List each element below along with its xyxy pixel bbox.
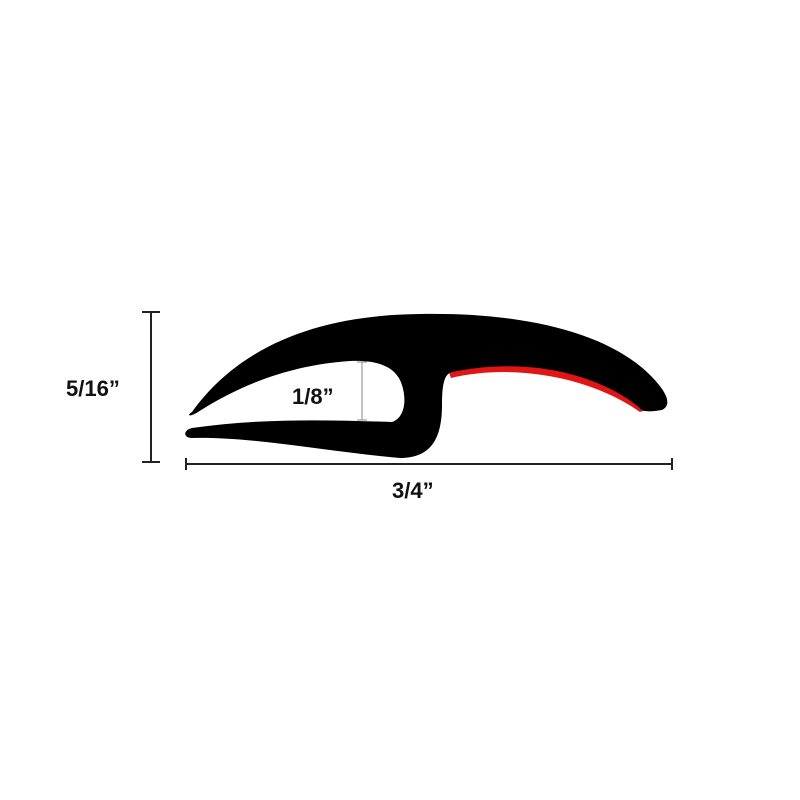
gap-dimension-label: 1/8” [292, 384, 334, 409]
height-dimension-label: 5/16” [66, 376, 120, 401]
seal-profile [185, 313, 668, 458]
width-dimension-label: 3/4” [392, 478, 434, 503]
gap-dimension [357, 361, 367, 421]
height-dimension [142, 311, 160, 463]
width-dimension [185, 458, 673, 470]
